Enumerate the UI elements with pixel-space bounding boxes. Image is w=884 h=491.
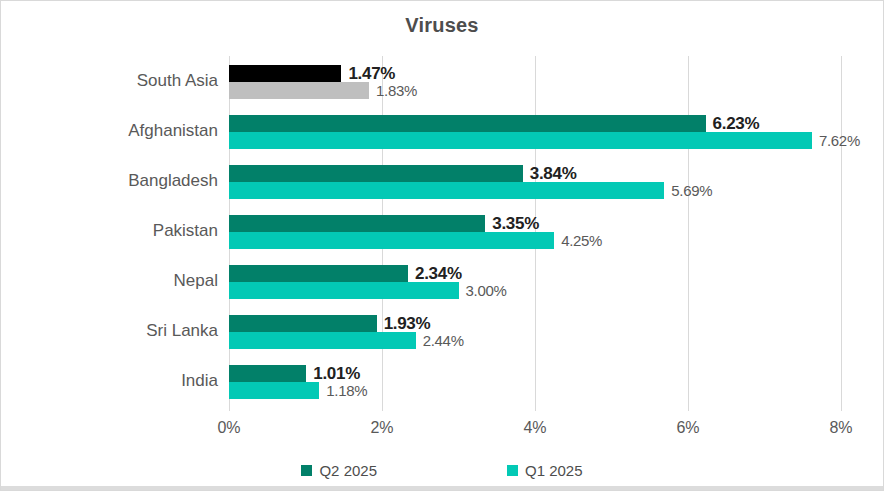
legend-label-q1-2025: Q1 2025 [525,462,583,479]
x-tick-label-4%: 4% [523,419,546,437]
legend-item-q1-2025: Q1 2025 [507,462,583,479]
x-tick-label-6%: 6% [676,419,699,437]
bar-q2-2025 [229,265,408,282]
value-label-q2-2025: 1.01% [313,365,360,382]
value-label-q1-2025: 1.83% [376,82,417,99]
value-label-q2-2025: 1.93% [384,315,431,332]
bar-q2-2025 [229,315,377,332]
value-label-q1-2025: 3.00% [466,282,507,299]
value-label-q1-2025: 4.25% [561,232,602,249]
value-label-q2-2025: 6.23% [713,115,760,132]
x-tick-label-0%: 0% [217,419,240,437]
chart-frame: Viruses South Asia1.47%1.83%Afghanistan6… [0,0,884,491]
category-label: Sri Lanka [146,306,218,356]
x-axis: 0%2%4%6%8% [229,419,841,441]
bar-row-nepal: Nepal2.34%3.00% [229,256,841,306]
legend-swatch-q1-2025 [507,465,518,476]
value-label-q2-2025: 3.84% [530,165,577,182]
category-label: Bangladesh [128,156,218,206]
value-label-q1-2025: 5.69% [671,182,712,199]
bar-row-bangladesh: Bangladesh3.84%5.69% [229,156,841,206]
value-label-q2-2025: 2.34% [415,265,462,282]
value-label-q1-2025: 7.62% [819,132,860,149]
chart-title: Viruses [1,14,883,37]
x-tick-label-2%: 2% [370,419,393,437]
bar-q1-2025 [229,232,554,249]
bar-q1-2025 [229,382,319,399]
bar-q1-2025 [229,82,369,99]
value-label-q2-2025: 1.47% [348,65,395,82]
value-label-q1-2025: 2.44% [423,332,464,349]
legend: Q2 2025 Q1 2025 [1,462,883,479]
category-label: Afghanistan [128,106,218,156]
bar-q1-2025 [229,332,416,349]
bar-q1-2025 [229,132,812,149]
bottom-strip [1,486,883,490]
value-label-q2-2025: 3.35% [492,215,539,232]
bar-q1-2025 [229,282,459,299]
bar-row-afghanistan: Afghanistan6.23%7.62% [229,106,841,156]
category-label: Pakistan [153,206,218,256]
value-label-q1-2025: 1.18% [326,382,367,399]
legend-label-q2-2025: Q2 2025 [319,462,377,479]
category-label: Nepal [174,256,218,306]
bar-q2-2025 [229,215,485,232]
legend-item-q2-2025: Q2 2025 [301,462,377,479]
bar-q2-2025 [229,65,341,82]
category-label: India [181,356,218,406]
category-label: South Asia [137,56,218,106]
bar-q2-2025 [229,115,706,132]
bar-row-south-asia: South Asia1.47%1.83% [229,56,841,106]
legend-swatch-q2-2025 [301,465,312,476]
bar-row-pakistan: Pakistan3.35%4.25% [229,206,841,256]
bar-q1-2025 [229,182,664,199]
x-tick-label-8%: 8% [829,419,852,437]
bar-row-india: India1.01%1.18% [229,356,841,406]
bar-q2-2025 [229,165,523,182]
plot-area: South Asia1.47%1.83%Afghanistan6.23%7.62… [229,56,841,406]
bar-q2-2025 [229,365,306,382]
bar-row-sri-lanka: Sri Lanka1.93%2.44% [229,306,841,356]
